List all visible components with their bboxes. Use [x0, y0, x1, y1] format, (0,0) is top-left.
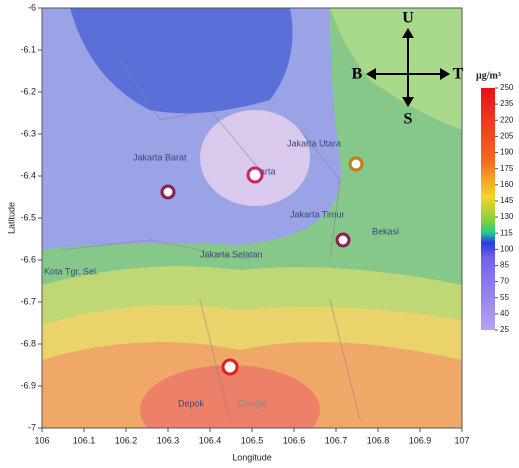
x-tick-label: 106.1: [73, 435, 96, 445]
y-tick-label: -6.8: [20, 338, 36, 348]
y-tick-label: -6: [28, 2, 36, 12]
place-label: Jakarta Timur: [290, 209, 345, 219]
colorbar-tick-label: 130: [500, 212, 514, 221]
colorbar-tick-label: 40: [500, 309, 509, 318]
colorbar-tick-label: 190: [500, 148, 514, 157]
colorbar-tick-label: 175: [500, 164, 514, 173]
y-tick-label: -6.2: [20, 86, 36, 96]
compass-east: T: [453, 66, 464, 83]
x-tick-label: 106.5: [241, 435, 264, 445]
x-axis-label: Longitude: [232, 452, 272, 462]
colorbar-tick-label: 100: [500, 244, 514, 253]
colorbar-tick-label: 220: [500, 115, 514, 124]
place-label: Jakarta Barat: [133, 152, 187, 162]
colorbar-tick-label: 25: [500, 325, 509, 334]
place-label: Bekasi: [372, 226, 399, 236]
x-tick-label: 106.9: [409, 435, 432, 445]
y-tick-label: -6.6: [20, 254, 36, 264]
colorbar-tick-label: 70: [500, 277, 509, 286]
place-label: Google: [238, 398, 267, 408]
colorbar-tick-label: 145: [500, 196, 514, 205]
colorbar-tick-label: 235: [500, 99, 514, 108]
x-tick-label: 106.4: [199, 435, 222, 445]
compass-west: B: [352, 66, 363, 83]
colorbar-unit: µg/m³: [476, 70, 501, 81]
y-tick-label: -6.3: [20, 128, 36, 138]
y-tick-label: -6.7: [20, 296, 36, 306]
y-tick-label: -6.9: [20, 380, 36, 390]
x-tick-label: 106.3: [157, 435, 180, 445]
y-tick-label: -7: [28, 422, 36, 432]
colorbar-tick-label: 85: [500, 261, 509, 270]
place-label: Kota Tgr. Sel.: [44, 266, 98, 276]
place-label: Jakarta Selatan: [200, 249, 263, 259]
x-tick-label: 106.7: [325, 435, 348, 445]
y-tick-label: -6.5: [20, 212, 36, 222]
x-tick-label: 106.8: [367, 435, 390, 445]
colorbar-tick-label: 250: [500, 83, 514, 92]
colorbar: [481, 88, 495, 330]
x-tick-label: 106: [34, 435, 49, 445]
compass-south: S: [404, 111, 413, 128]
y-tick-label: -6.1: [20, 44, 36, 54]
y-tick-label: -6.4: [20, 170, 36, 180]
colorbar-tick-label: 160: [500, 180, 514, 189]
colorbar-tick-label: 115: [500, 228, 513, 237]
place-label: Jakarta Utara: [287, 138, 341, 148]
place-label: Depok: [178, 398, 205, 408]
place-label: arta: [260, 166, 276, 176]
x-tick-label: 106.2: [115, 435, 138, 445]
compass-north: U: [402, 10, 414, 27]
x-tick-label: 107: [454, 435, 469, 445]
x-tick-label: 106.6: [283, 435, 306, 445]
y-axis-label: Latitude: [6, 202, 16, 234]
map-figure: Jakarta Barat Jakarta Utara arta Jakarta…: [0, 0, 519, 468]
colorbar-tick-label: 205: [500, 132, 514, 141]
colorbar-tick-label: 55: [500, 293, 509, 302]
